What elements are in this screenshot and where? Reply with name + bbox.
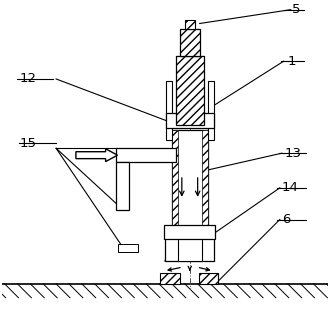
Bar (118, 244, 138, 252)
Bar (165, 233, 214, 261)
Text: 12: 12 (19, 72, 37, 86)
Bar (166, 113, 214, 128)
FancyArrow shape (76, 149, 117, 162)
Text: 5: 5 (292, 3, 300, 16)
Bar (115, 148, 176, 162)
Bar (208, 81, 214, 140)
Bar (176, 56, 204, 125)
Bar (160, 273, 180, 284)
Bar (185, 20, 195, 30)
Text: 14: 14 (282, 181, 299, 194)
Text: 1: 1 (288, 55, 296, 67)
Bar (164, 225, 215, 239)
Bar (202, 130, 208, 233)
Bar (115, 162, 129, 210)
Bar (166, 81, 172, 140)
Text: 15: 15 (19, 137, 37, 150)
Bar (172, 130, 178, 233)
Bar (199, 273, 218, 284)
Text: 13: 13 (285, 147, 302, 160)
Text: 6: 6 (282, 213, 290, 226)
Bar (180, 30, 200, 56)
Bar (172, 130, 208, 233)
Bar (178, 233, 202, 261)
